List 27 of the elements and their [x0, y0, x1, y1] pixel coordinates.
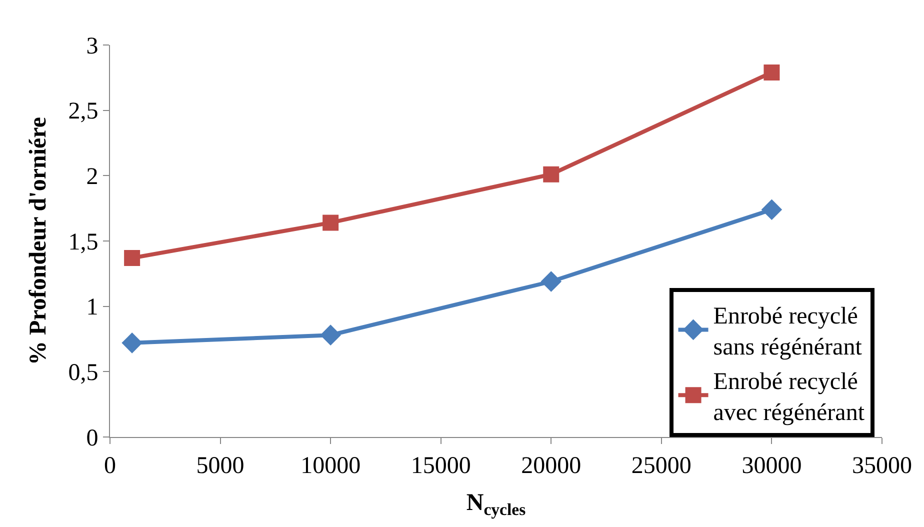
x-tick-label: 35000	[852, 452, 912, 479]
y-tick-label: 0	[86, 425, 98, 452]
y-tick-label: 2	[86, 164, 98, 190]
point	[320, 324, 341, 346]
x-tick-label: 10000	[300, 452, 361, 479]
y-tick-label: 2,5	[68, 98, 98, 125]
x-tick-label: 25000	[631, 452, 692, 479]
y-tick-label: 1,5	[68, 229, 98, 256]
legend-label: Enrobé recyclé sans régénérant	[713, 303, 862, 361]
point	[543, 166, 560, 182]
x-tick-label: 20000	[521, 452, 582, 479]
y-tick-label: 3	[86, 33, 98, 60]
y-tick-label: 0,5	[68, 360, 98, 386]
x-tick-label: 0	[104, 452, 116, 479]
point	[764, 64, 780, 80]
point	[761, 199, 782, 220]
point	[540, 271, 562, 292]
y-axis-title: % Profondeur d'orniére	[25, 116, 52, 365]
point	[122, 332, 142, 354]
point	[124, 250, 140, 266]
point	[322, 214, 339, 231]
x-tick-label: 5000	[196, 452, 244, 479]
legend-label: Enrobé recyclé avec régénérant	[713, 368, 865, 426]
x-tick-label: 30000	[742, 452, 802, 479]
y-tick-label: 1	[86, 294, 98, 321]
x-tick-label: 15000	[410, 452, 471, 479]
x-axis-title: N$_{cycles}$	[466, 490, 526, 520]
